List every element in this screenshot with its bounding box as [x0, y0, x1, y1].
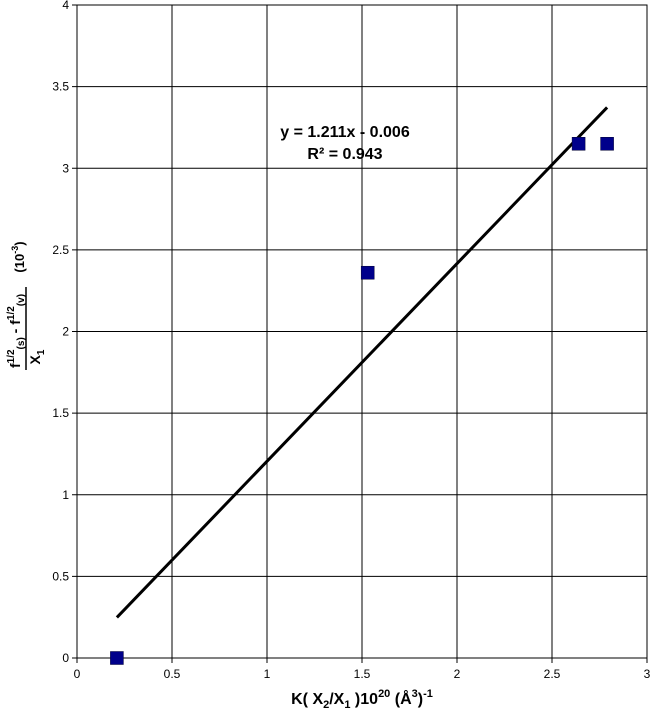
x-axis-ticks: 0 0.5 1 1.5 2 2.5 3 [74, 658, 650, 681]
x-axis-label: K( X2/X1 )1020 (Å3)-1 [291, 688, 433, 711]
r-squared-label: R² = 0.943 [307, 146, 382, 163]
x-axis-label-part: ) [418, 691, 423, 708]
data-point [571, 137, 586, 151]
data-point [110, 651, 124, 665]
y-axis-label-superscript: -3 [10, 246, 20, 254]
x-tick-label: 3 [644, 667, 650, 681]
data-point [360, 265, 375, 280]
y-axis-ticks: 0 0.5 1 1.5 2 2.5 3 3.5 4 [52, 0, 77, 665]
y-tick-label: 2 [62, 325, 69, 339]
y-tick-label: 3.5 [52, 80, 69, 94]
x-tick-label: 0 [74, 667, 81, 681]
x-axis-label-part: (Å [390, 689, 412, 708]
y-axis-label-part: ) [12, 241, 27, 245]
y-tick-label: 3 [62, 161, 69, 175]
x-axis-label-part: )10 [350, 691, 378, 708]
y-axis-label-part: f [7, 320, 23, 325]
y-tick-label: 1.5 [52, 406, 69, 420]
x-axis-label-superscript: -1 [423, 688, 433, 700]
y-axis-label-numerator: f1/2(s) - f1/2(v) [6, 294, 27, 368]
y-tick-label: 2.5 [52, 243, 69, 257]
y-axis-label-part: (10 [12, 254, 27, 273]
y-tick-label: 0.5 [52, 569, 69, 583]
x-tick-label: 2 [454, 667, 461, 681]
y-axis-label-part: f [7, 363, 23, 368]
y-axis-label-part: - [7, 325, 23, 337]
x-axis-label-part: /X [329, 691, 344, 708]
y-axis-label-superscript: 1/2 [6, 306, 17, 320]
x-axis-label-subscript: 2 [323, 699, 329, 711]
y-axis-label-subscript: (v) [16, 294, 27, 306]
y-axis-label: f1/2(s) - f1/2(v) X1 (10-3) [6, 241, 47, 370]
data-point [600, 137, 614, 151]
x-tick-label: 1.5 [354, 667, 371, 681]
y-axis-label-unit: (10-3) [10, 241, 27, 272]
x-axis-label-superscript: 20 [378, 688, 390, 700]
data-points [110, 137, 614, 665]
x-tick-label: 1 [264, 667, 271, 681]
trendline-equation: y = 1.211x - 0.006 [280, 124, 410, 141]
y-axis-label-subscript: (s) [16, 337, 27, 349]
y-tick-label: 1 [62, 488, 69, 502]
y-tick-label: 4 [62, 0, 69, 12]
x-axis-label-part: K( X [291, 691, 323, 708]
x-axis-label-superscript: 3 [412, 688, 418, 700]
grid-lines [77, 5, 647, 658]
y-axis-label-denominator: X1 [27, 349, 47, 364]
y-axis-label-superscript: 1/2 [6, 349, 17, 363]
x-tick-label: 0.5 [164, 667, 181, 681]
y-axis-label-subscript: 1 [36, 349, 47, 355]
trendline [115, 106, 609, 619]
x-tick-label: 2.5 [544, 667, 561, 681]
y-axis-label-part: X [27, 354, 43, 364]
x-axis-label-subscript: 1 [344, 699, 350, 711]
y-tick-label: 0 [62, 651, 69, 665]
